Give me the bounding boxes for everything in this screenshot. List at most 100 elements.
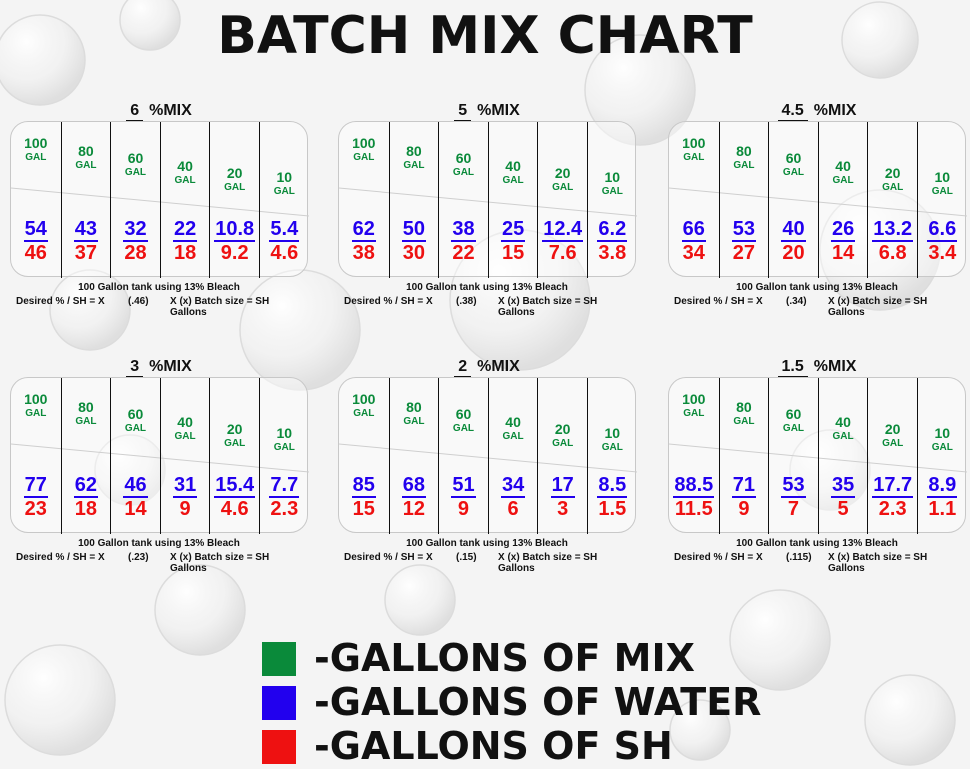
sh-gallons-value: 2.3 [878, 498, 907, 520]
mix-gallons: 10 GAL [260, 170, 309, 198]
sh-gallons-value: 28 [124, 242, 147, 264]
sh-gallons-value: 9 [457, 498, 470, 520]
mix-gallons-unit: GAL [75, 416, 97, 427]
mix-gallons: 10 GAL [918, 170, 967, 198]
sh-gallons-value: 6 [507, 498, 519, 520]
mix-gallons: 40 GAL [489, 415, 538, 443]
mix-gallons: 60 GAL [111, 151, 160, 179]
mix-gallons-unit: GAL [782, 423, 805, 434]
mix-gallons: 80 GAL [720, 144, 769, 172]
formula-batch: X (x) Batch size = SH Gallons [498, 552, 598, 574]
mix-gallons: 100 GAL [11, 136, 61, 164]
table-column-100: 100 GAL 62 38 [339, 122, 389, 278]
formula-batch: X (x) Batch size = SH Gallons [170, 296, 270, 318]
table-column-10: 10 GAL 8.9 1.1 [917, 378, 967, 534]
water-gallons: 53 [769, 474, 818, 498]
mix-panel-1: 5 %MIX 100 GAL 62 38 80 GAL 50 30 60 GAL 38 22 40 GAL 25… [338, 102, 637, 324]
mix-gallons-unit: GAL [683, 408, 705, 419]
sh-gallons-value: 3.4 [928, 242, 957, 264]
water-gallons: 54 [11, 218, 61, 242]
water-gallons: 85 [339, 474, 389, 498]
water-gallons: 22 [161, 218, 210, 242]
mix-gallons-unit: GAL [25, 152, 47, 163]
table-column-10: 10 GAL 8.5 1.5 [587, 378, 637, 534]
sh-ratio: (.23) [128, 552, 149, 563]
table-column-10: 10 GAL 6.6 3.4 [917, 122, 967, 278]
mix-gallons-value: 20 [554, 165, 571, 181]
sh-gallons-value: 5 [837, 498, 849, 520]
table-column-100: 100 GAL 54 46 [11, 122, 61, 278]
sh-gallons-value: 30 [402, 242, 426, 264]
water-gallons-value: 22 [172, 218, 198, 242]
legend-label-water: -GALLONS OF WATER [314, 680, 762, 724]
table-column-20: 20 GAL 17 3 [537, 378, 587, 534]
water-gallons: 17.7 [868, 474, 917, 498]
table-column-60: 60 GAL 53 7 [768, 378, 818, 534]
mix-panel-0: 6 %MIX 100 GAL 54 46 80 GAL 43 37 60 GAL 32 28 40 GAL 22… [10, 102, 309, 324]
mix-gallons: 40 GAL [161, 415, 210, 443]
sh-gallons-value: 23 [24, 498, 47, 520]
table-column-100: 100 GAL 88.5 11.5 [669, 378, 719, 534]
mix-gallons: 10 GAL [260, 426, 309, 454]
formula-desired: Desired % / SH = X [16, 552, 105, 563]
water-gallons-value: 50 [401, 218, 427, 242]
table-column-20: 20 GAL 13.2 6.8 [867, 122, 917, 278]
water-gallons: 25 [489, 218, 538, 242]
sh-gallons-value: 12 [402, 498, 426, 520]
table-column-40: 40 GAL 26 14 [817, 122, 868, 278]
sh-ratio: (.38) [456, 296, 477, 307]
water-gallons-value: 15.4 [214, 474, 256, 498]
tank-note: 100 Gallon tank using 13% Bleach [736, 538, 898, 549]
mix-panel-3: 3 %MIX 100 GAL 77 23 80 GAL 62 18 60 GAL 46 14 40 GAL 31… [10, 358, 309, 580]
water-gallons-value: 66 [681, 218, 706, 242]
water-gallons-value: 46 [123, 474, 148, 498]
table-column-10: 10 GAL 5.4 4.6 [259, 122, 309, 278]
mix-gallons-value: 100 [352, 391, 376, 407]
sh-gallons-value: 9 [738, 498, 750, 520]
table-column-40: 40 GAL 22 18 [159, 122, 210, 278]
mix-gallons-value: 10 [934, 425, 951, 441]
legend-swatch-mix [262, 642, 296, 676]
table-column-80: 80 GAL 53 27 [718, 122, 769, 278]
mix-gallons: 80 GAL [62, 400, 111, 428]
water-gallons: 12.4 [538, 218, 587, 242]
mix-gallons-value: 20 [554, 421, 571, 437]
sh-gallons-value: 11.5 [674, 498, 713, 520]
mix-gallons-unit: GAL [403, 416, 425, 427]
water-gallons: 68 [390, 474, 439, 498]
mix-gallons-value: 40 [505, 158, 521, 174]
mix-gallons-value: 40 [505, 414, 521, 430]
sh-gallons-value: 2.3 [270, 498, 299, 520]
mix-panel-2: 4.5 %MIX 100 GAL 66 34 80 GAL 53 27 60 GAL 40 20 40 GAL… [668, 102, 967, 324]
mix-table: 100 GAL 77 23 80 GAL 62 18 60 GAL 46 14 40 GAL 31 9 20 GA… [10, 377, 309, 534]
water-gallons: 32 [111, 218, 160, 242]
tank-note: 100 Gallon tank using 13% Bleach [78, 282, 240, 293]
mix-gallons-value: 40 [177, 158, 193, 174]
mix-gallons-value: 40 [177, 414, 193, 430]
panel-title: 6 %MIX [10, 102, 308, 122]
water-gallons-value: 17 [550, 474, 575, 498]
legend-label-mix: -GALLONS OF MIX [314, 636, 695, 680]
mix-gallons-unit: GAL [502, 431, 524, 442]
mix-gallons-unit: GAL [882, 438, 904, 449]
sh-gallons-value: 46 [24, 242, 47, 264]
mix-table: 100 GAL 62 38 80 GAL 50 30 60 GAL 38 22 40 GAL 25 15 20 G… [338, 121, 637, 278]
sh-gallons-value: 14 [124, 498, 147, 520]
sh-gallons-value: 9.2 [220, 242, 249, 264]
table-column-10: 10 GAL 6.2 3.8 [587, 122, 637, 278]
table-column-80: 80 GAL 71 9 [718, 378, 769, 534]
tank-note: 100 Gallon tank using 13% Bleach [736, 282, 898, 293]
mix-percent-value: 4.5 [777, 102, 808, 122]
sh-gallons-value: 3 [557, 498, 569, 520]
mix-gallons-unit: GAL [124, 167, 147, 178]
mix-gallons-unit: GAL [601, 186, 623, 197]
mix-table: 100 GAL 54 46 80 GAL 43 37 60 GAL 32 28 40 GAL 22 18 20 G… [10, 121, 309, 278]
mix-percent-suffix: %MIX [813, 102, 857, 119]
mix-gallons: 10 GAL [918, 426, 967, 454]
table-column-20: 20 GAL 10.8 9.2 [209, 122, 259, 278]
table-column-80: 80 GAL 68 12 [388, 378, 439, 534]
table-column-60: 60 GAL 46 14 [110, 378, 160, 534]
sh-gallons-value: 27 [732, 242, 756, 264]
sh-gallons-value: 37 [74, 242, 98, 264]
